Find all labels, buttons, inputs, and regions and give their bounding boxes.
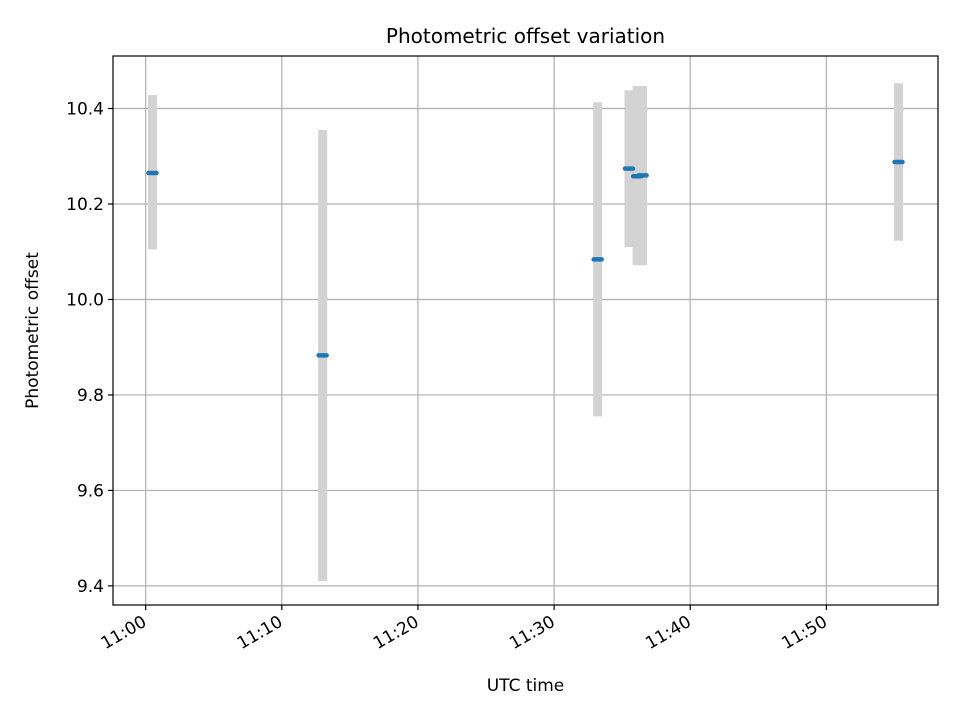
- y-tick-label: 9.4: [77, 577, 104, 597]
- error-bars: [147, 83, 904, 582]
- y-tick-label: 10.2: [66, 195, 104, 215]
- x-tick-label: 11:50: [778, 612, 830, 654]
- y-tick-label: 10.0: [66, 290, 104, 310]
- x-axis-ticks: 11:00 11:10 11:20 11:30 11:40 11:50: [98, 605, 831, 654]
- y-axis-ticks: 9.4 9.6 9.8 10.0 10.2 10.4: [66, 100, 113, 597]
- x-axis-label: UTC time: [487, 676, 565, 696]
- y-axis-label: Photometric offset: [23, 252, 43, 409]
- data-points: [146, 159, 905, 358]
- plot-area-frame: [112, 55, 939, 606]
- x-tick-label: 11:00: [98, 612, 150, 654]
- x-tick-label: 11:10: [234, 612, 286, 654]
- y-tick-label: 9.8: [77, 386, 104, 406]
- chart-title: Photometric offset variation: [386, 24, 665, 48]
- x-tick-label: 11:30: [506, 612, 558, 654]
- y-tick-label: 9.6: [77, 481, 104, 501]
- y-tick-label: 10.4: [66, 100, 104, 120]
- x-tick-label: 11:40: [642, 612, 694, 654]
- x-tick-label: 11:20: [370, 612, 422, 654]
- grid: [113, 56, 938, 605]
